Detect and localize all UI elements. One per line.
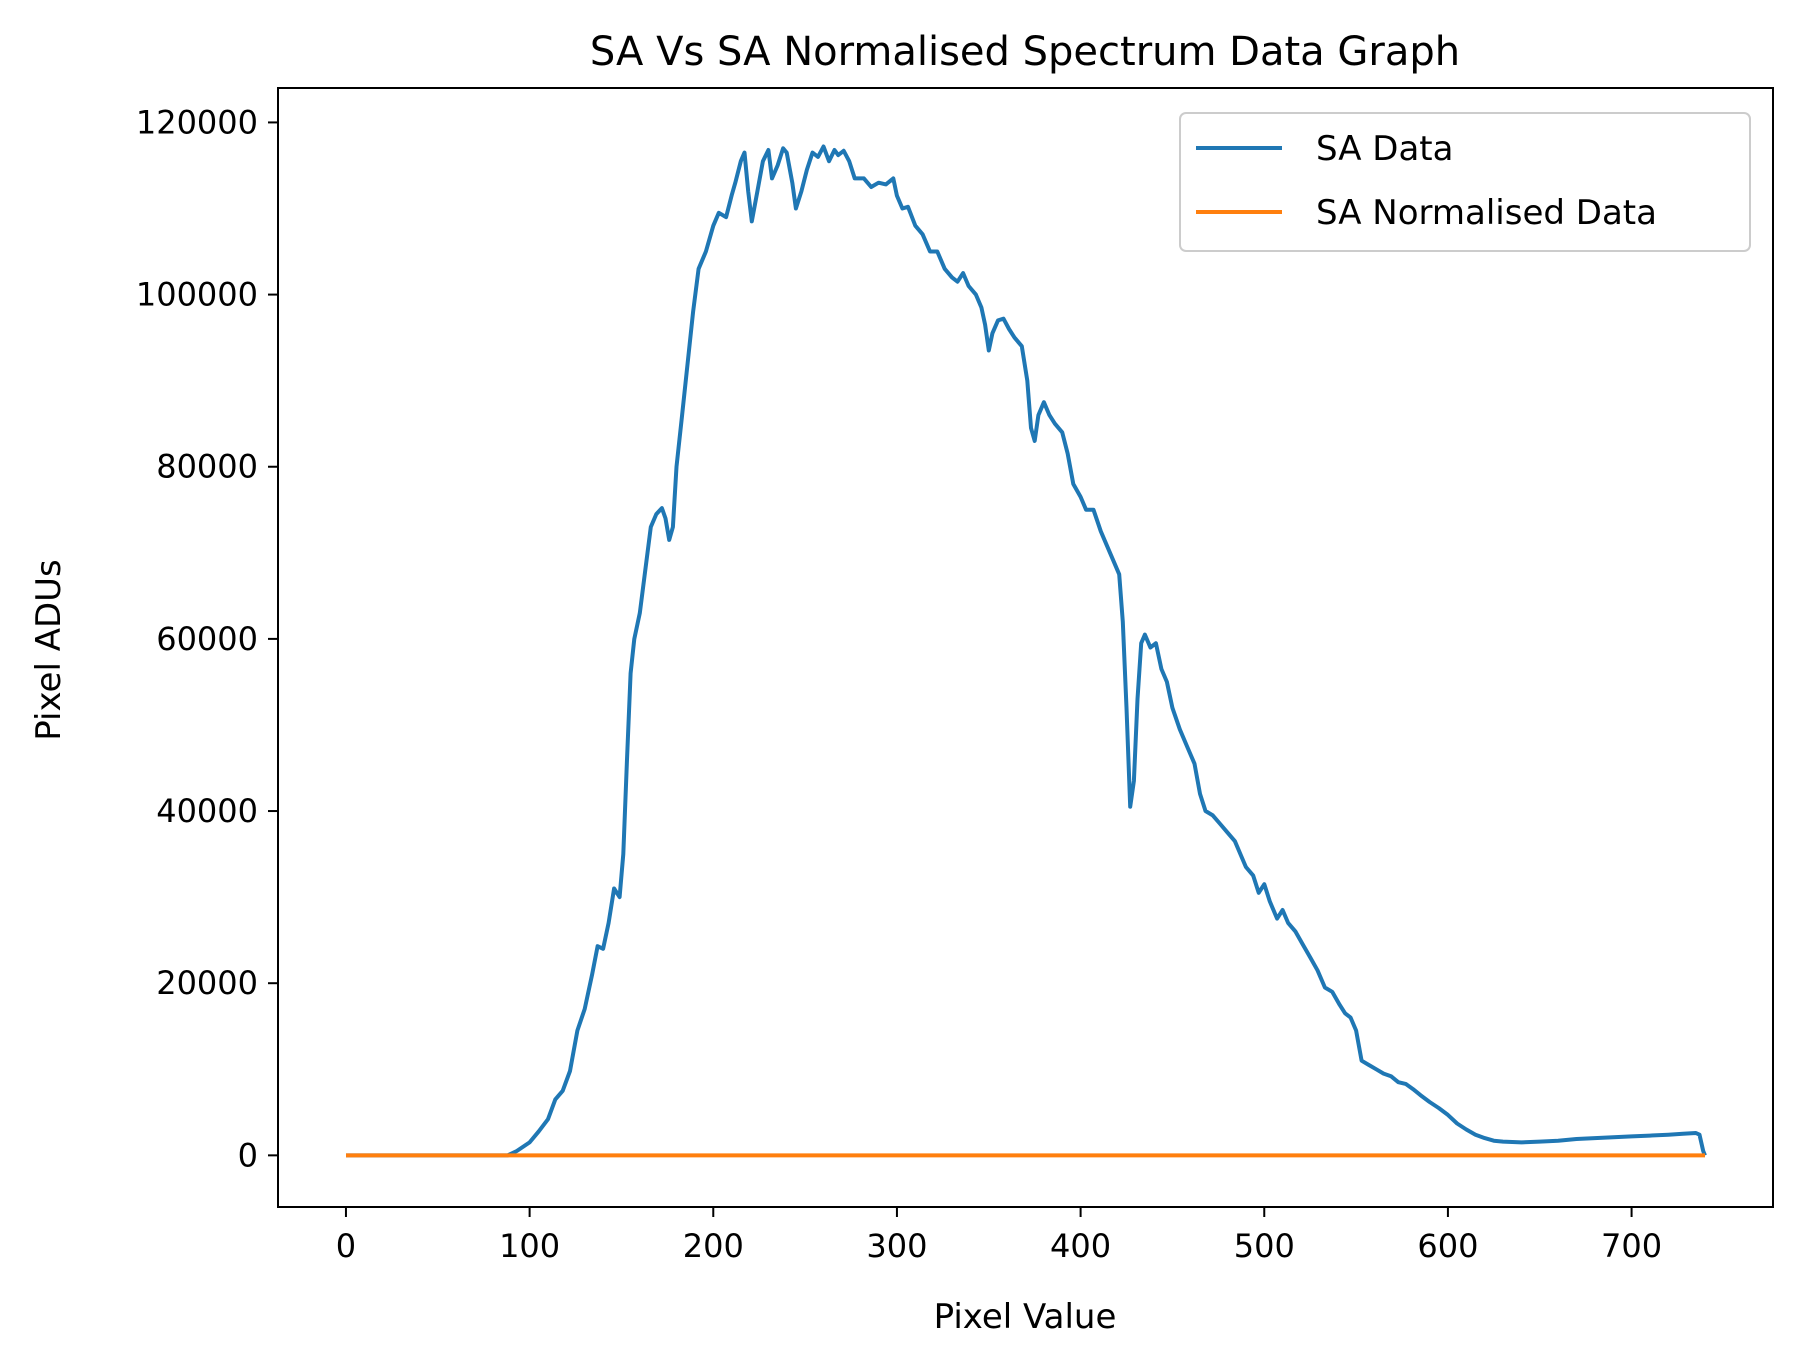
y-tick-label: 60000 — [156, 620, 258, 658]
legend: SA Data SA Normalised Data — [1179, 112, 1751, 252]
x-axis-ticks: 0 100 200 300 400 500 600 700 — [336, 1207, 1662, 1265]
chart-title: SA Vs SA Normalised Spectrum Data Graph — [590, 29, 1460, 75]
x-tick-label: 0 — [336, 1227, 356, 1265]
x-tick-label: 200 — [683, 1227, 744, 1265]
y-tick-label: 0 — [238, 1136, 258, 1174]
y-axis-label: Pixel ADUs — [29, 559, 69, 741]
x-tick-label: 700 — [1601, 1227, 1662, 1265]
x-axis-label: Pixel Value — [934, 1297, 1117, 1337]
legend-label-sa-normalised-data: SA Normalised Data — [1316, 193, 1657, 233]
y-tick-label: 80000 — [156, 448, 258, 486]
x-tick-label: 100 — [499, 1227, 560, 1265]
legend-box — [1179, 112, 1751, 252]
y-tick-label: 40000 — [156, 792, 258, 830]
x-tick-label: 300 — [866, 1227, 927, 1265]
legend-label-sa-data: SA Data — [1316, 129, 1453, 169]
plot-lines — [346, 144, 1707, 1158]
y-tick-label: 120000 — [136, 103, 258, 141]
y-axis-ticks: 0 20000 40000 60000 80000 100000 120000 — [136, 103, 278, 1174]
x-tick-label: 500 — [1234, 1227, 1295, 1265]
y-tick-label: 20000 — [156, 964, 258, 1002]
x-tick-label: 600 — [1417, 1227, 1478, 1265]
y-tick-label: 100000 — [136, 276, 258, 314]
x-tick-label: 400 — [1050, 1227, 1111, 1265]
series-line-sa-data — [346, 144, 1707, 1158]
plot-area-frame — [277, 87, 1774, 1208]
